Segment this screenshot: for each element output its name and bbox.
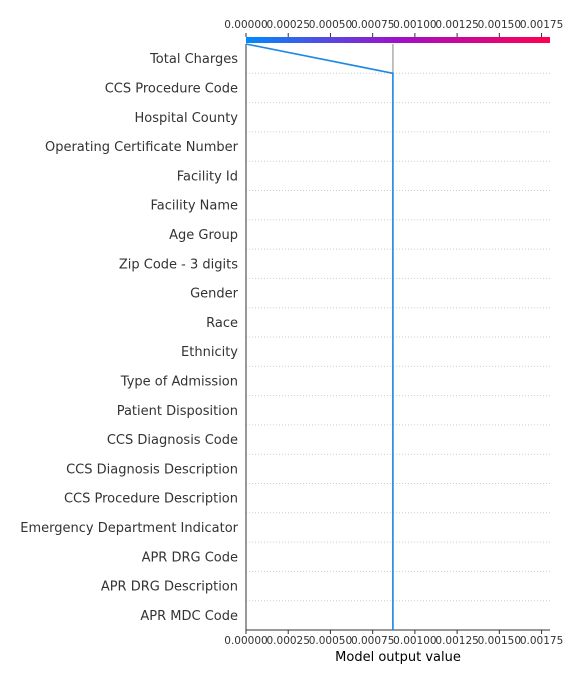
x-tick-label-bottom: 0.00075	[351, 635, 394, 647]
feature-label: Total Charges	[149, 52, 238, 67]
feature-label: Ethnicity	[181, 345, 238, 360]
x-axis-label: Model output value	[335, 650, 461, 665]
colorbar	[246, 37, 550, 43]
decision-lines	[245, 43, 394, 630]
feature-label: Age Group	[169, 228, 238, 243]
x-tick-label-top: 0.00150	[478, 19, 521, 31]
feature-label: Zip Code - 3 digits	[119, 257, 238, 272]
x-tick-label-bottom: 0.00125	[435, 635, 478, 647]
x-tick-label-bottom: 0.00050	[309, 635, 352, 647]
feature-label: APR DRG Code	[142, 550, 238, 565]
x-tick-label-top: 0.00075	[351, 19, 394, 31]
x-tick-label-top: 0.00025	[267, 19, 310, 31]
feature-label: CCS Diagnosis Description	[66, 462, 238, 477]
feature-labels: Total Charges CCS Procedure Code Hospital …	[20, 52, 238, 624]
axes: 0.000000.000000.000250.000250.000500.000…	[224, 19, 563, 647]
x-tick-label-bottom: 0.00025	[267, 635, 310, 647]
feature-label: Gender	[190, 287, 239, 302]
feature-label: Operating Certificate Number	[45, 140, 239, 155]
feature-label: Facility Name	[150, 199, 238, 214]
x-tick-label-top: 0.00000	[224, 19, 267, 31]
decision-line	[245, 43, 394, 630]
x-tick-label-bottom: 0.00100	[393, 635, 436, 647]
x-tick-label-top: 0.00050	[309, 19, 352, 31]
x-tick-label-top: 0.00125	[435, 19, 478, 31]
x-tick-label-top: 0.00175	[520, 19, 563, 31]
x-tick-label-bottom: 0.00000	[224, 635, 267, 647]
feature-label: APR DRG Description	[101, 580, 238, 595]
x-tick-label-top: 0.00100	[393, 19, 436, 31]
feature-label: Type of Admission	[120, 374, 238, 389]
feature-label: Emergency Department Indicator	[20, 521, 238, 536]
feature-label: Race	[206, 316, 238, 331]
feature-label: CCS Diagnosis Code	[107, 433, 238, 448]
feature-label: Hospital County	[135, 111, 239, 126]
feature-label: Patient Disposition	[117, 404, 238, 419]
feature-label: CCS Procedure Description	[64, 492, 238, 507]
gridlines	[246, 44, 550, 630]
x-tick-label-bottom: 0.00175	[520, 635, 563, 647]
feature-label: APR MDC Code	[140, 609, 238, 624]
feature-label: Facility Id	[177, 169, 238, 184]
x-tick-label-bottom: 0.00150	[478, 635, 521, 647]
feature-label: CCS Procedure Code	[105, 81, 238, 96]
